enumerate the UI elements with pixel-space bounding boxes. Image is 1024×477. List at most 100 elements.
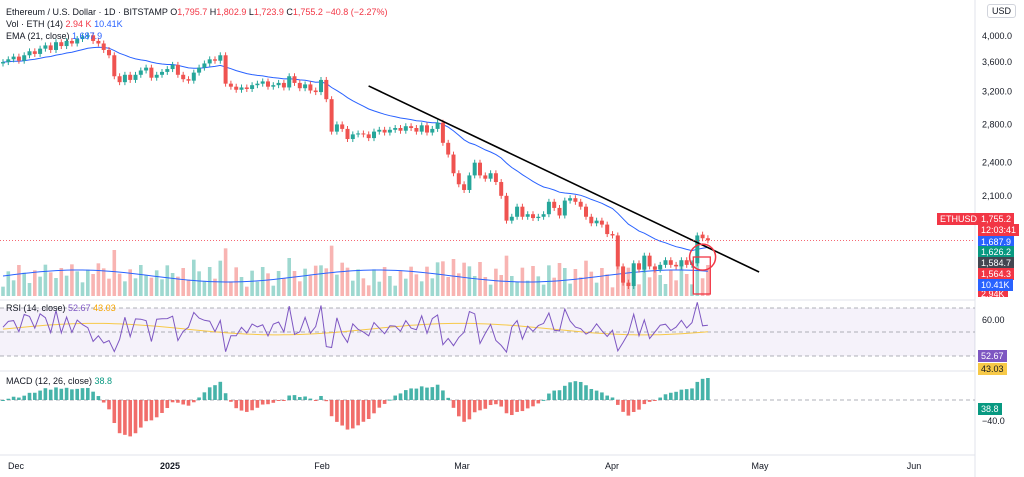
rsi-ma-line	[2, 322, 708, 336]
candle-body	[700, 234, 705, 239]
volume-bar	[637, 284, 641, 296]
volume-bar	[345, 267, 350, 296]
candle-body	[515, 206, 520, 217]
volume-bar	[324, 268, 329, 296]
candle-body	[22, 55, 27, 61]
volume-bar	[329, 245, 334, 296]
high-label: H	[209, 7, 217, 17]
candle-body	[69, 40, 74, 44]
macd-hist-bar	[229, 400, 233, 402]
candle-body	[520, 206, 525, 217]
candle-body	[43, 45, 48, 49]
volume-bar	[499, 275, 503, 296]
macd-hist-bar	[213, 385, 217, 400]
candle-body	[509, 216, 514, 221]
macd-hist-bar	[520, 400, 525, 412]
macd-hist-bar	[494, 400, 498, 405]
volume-bar	[361, 278, 366, 296]
candle-body	[244, 87, 249, 89]
candle-body	[679, 260, 684, 267]
candle-body	[578, 201, 583, 207]
candle-body	[181, 74, 186, 80]
price-badge-2: 1,584.7	[978, 257, 1015, 269]
macd-hist-bar	[472, 400, 477, 413]
macd-hist-bar	[112, 400, 117, 424]
macd-hist-bar	[59, 388, 64, 400]
volume-bar	[202, 281, 207, 296]
macd-hist-bar	[223, 393, 228, 400]
volume-bar	[107, 278, 111, 296]
volume-bar	[308, 275, 313, 296]
volume-bar	[165, 265, 170, 296]
volume-bar	[372, 269, 376, 296]
macd-hist-bar	[690, 388, 694, 400]
candle-body	[488, 173, 493, 179]
candle-body	[112, 55, 117, 77]
volume-bar	[54, 278, 58, 296]
candle-body	[626, 282, 631, 287]
candle-body	[541, 214, 546, 217]
volume-bar	[59, 268, 64, 296]
candle-body	[308, 84, 313, 91]
volume-bar	[398, 271, 403, 296]
volume-bar	[684, 274, 689, 296]
volume-bar	[600, 268, 604, 296]
candle-body	[584, 206, 588, 217]
volume-bar	[128, 269, 132, 296]
candle-body	[478, 162, 482, 176]
macd-value: 38.8	[94, 376, 113, 386]
candle-body	[504, 195, 509, 221]
candle-body	[440, 122, 445, 143]
candle-body	[160, 71, 164, 75]
candle-body	[128, 74, 133, 80]
volume-bar	[700, 278, 705, 296]
macd-hist-bar	[170, 400, 175, 403]
candle-body	[499, 182, 504, 196]
macd-hist-bar	[663, 394, 668, 400]
volume-bar	[446, 277, 450, 296]
volume-bar	[64, 275, 69, 296]
macd-hist-bar	[488, 400, 493, 406]
volume-bar	[70, 264, 74, 296]
candle-body	[260, 81, 265, 84]
macd-hist-bar	[107, 400, 111, 410]
open-value: 1,795.7	[177, 7, 208, 17]
volume-bar	[594, 282, 599, 296]
candle-body	[255, 83, 260, 86]
macd-hist-bar	[578, 381, 583, 400]
macd-hist-bar	[149, 400, 154, 421]
candle-body	[562, 200, 567, 216]
macd-hist-bar	[239, 400, 244, 411]
volume-ma-badge: 10.41K	[978, 279, 1013, 291]
macd-hist-bar	[594, 390, 599, 400]
macd-hist-bar	[298, 397, 302, 400]
candle-body	[631, 263, 636, 287]
macd-hist-bar	[674, 391, 678, 400]
macd-hist-bar	[245, 400, 249, 412]
macd-hist-bar	[435, 384, 440, 400]
currency-selector[interactable]: USD	[986, 4, 1016, 18]
ema-line	[2, 46, 708, 252]
rsi-header: RSI (14, close) 52.67 43.03	[6, 303, 116, 314]
volume-bar	[467, 266, 472, 296]
macd-hist-bar	[33, 392, 37, 400]
candle-body	[144, 67, 149, 71]
volume-bar	[451, 259, 456, 296]
candle-body	[340, 124, 345, 129]
rsi-value: 52.67	[68, 303, 91, 313]
time-tick-label: Dec	[8, 461, 25, 471]
candle-body	[531, 214, 535, 219]
candle-body	[398, 127, 403, 131]
volume-bar	[647, 277, 652, 296]
candle-body	[191, 72, 196, 81]
volume-bar	[17, 265, 21, 296]
volume-bar	[462, 262, 466, 296]
macd-hist-bar	[128, 400, 132, 437]
candle-body	[154, 74, 159, 78]
macd-hist-bar	[282, 400, 286, 401]
macd-hist-bar	[101, 400, 106, 403]
macd-hist-bar	[313, 400, 318, 401]
macd-hist-bar	[319, 395, 323, 400]
time-tick-label: 2025	[160, 461, 180, 471]
